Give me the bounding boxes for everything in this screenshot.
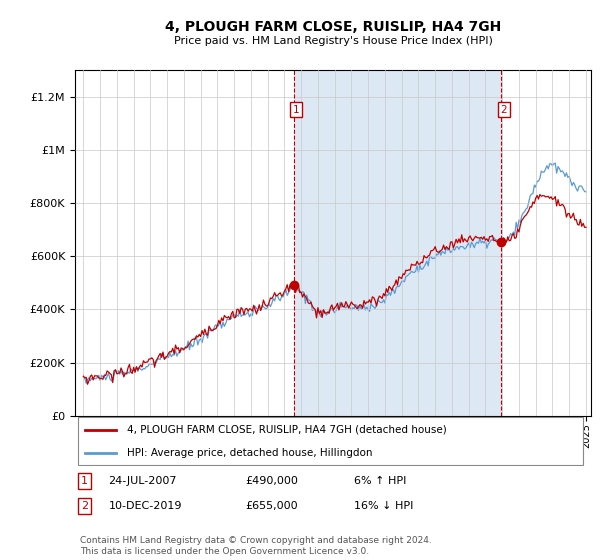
Text: 2: 2 <box>81 501 88 511</box>
Text: HPI: Average price, detached house, Hillingdon: HPI: Average price, detached house, Hill… <box>127 447 372 458</box>
Text: 1: 1 <box>293 105 299 115</box>
Text: 16% ↓ HPI: 16% ↓ HPI <box>353 501 413 511</box>
Text: Contains HM Land Registry data © Crown copyright and database right 2024.
This d: Contains HM Land Registry data © Crown c… <box>80 536 432 556</box>
Text: £655,000: £655,000 <box>245 501 298 511</box>
Text: 24-JUL-2007: 24-JUL-2007 <box>109 476 177 486</box>
Text: 4, PLOUGH FARM CLOSE, RUISLIP, HA4 7GH (detached house): 4, PLOUGH FARM CLOSE, RUISLIP, HA4 7GH (… <box>127 425 446 435</box>
Bar <box>294 70 502 416</box>
Text: 2: 2 <box>500 105 507 115</box>
Text: £490,000: £490,000 <box>245 476 298 486</box>
Text: Price paid vs. HM Land Registry's House Price Index (HPI): Price paid vs. HM Land Registry's House … <box>173 36 493 46</box>
Text: 1: 1 <box>81 476 88 486</box>
Text: 10-DEC-2019: 10-DEC-2019 <box>109 501 182 511</box>
Text: 4, PLOUGH FARM CLOSE, RUISLIP, HA4 7GH: 4, PLOUGH FARM CLOSE, RUISLIP, HA4 7GH <box>165 20 501 34</box>
FancyBboxPatch shape <box>77 417 583 465</box>
Text: 6% ↑ HPI: 6% ↑ HPI <box>353 476 406 486</box>
